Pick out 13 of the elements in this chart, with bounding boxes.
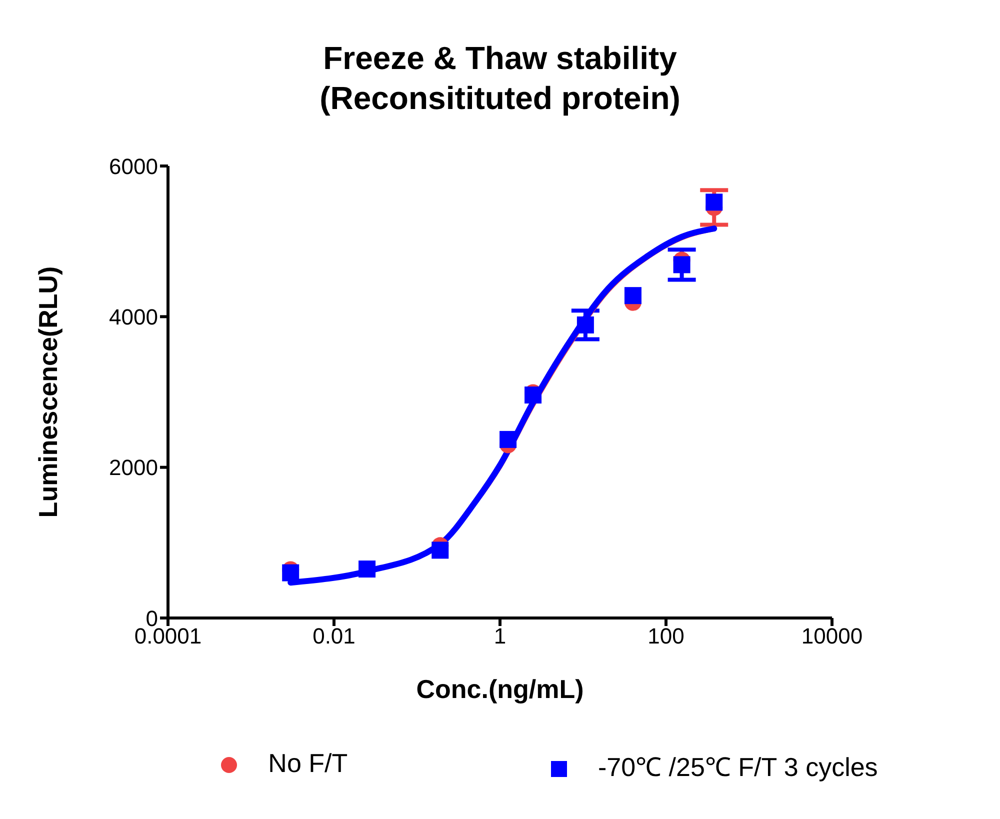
x-tick-label: 1 (494, 624, 506, 649)
y-tick-label: 6000 (109, 154, 158, 179)
x-tick-label: 10000 (801, 624, 863, 649)
x-tick-label: 0.01 (312, 624, 356, 649)
y-tick-label: 4000 (109, 304, 158, 330)
x-axis-title: Conc.(ng/mL) (416, 674, 584, 704)
y-tick-label: 2000 (109, 455, 158, 480)
legend-label: No F/T (268, 748, 348, 778)
chart-title: Freeze & Thaw stability (322, 39, 678, 78)
chart-subtitle: (Reconsitituted protein) (318, 79, 682, 118)
y-axis-title: Luminescence(RLU) (33, 266, 64, 518)
legend-label: -70℃ /25℃ F/T 3 cycles (598, 752, 878, 782)
x-tick-label: 100 (648, 624, 684, 649)
